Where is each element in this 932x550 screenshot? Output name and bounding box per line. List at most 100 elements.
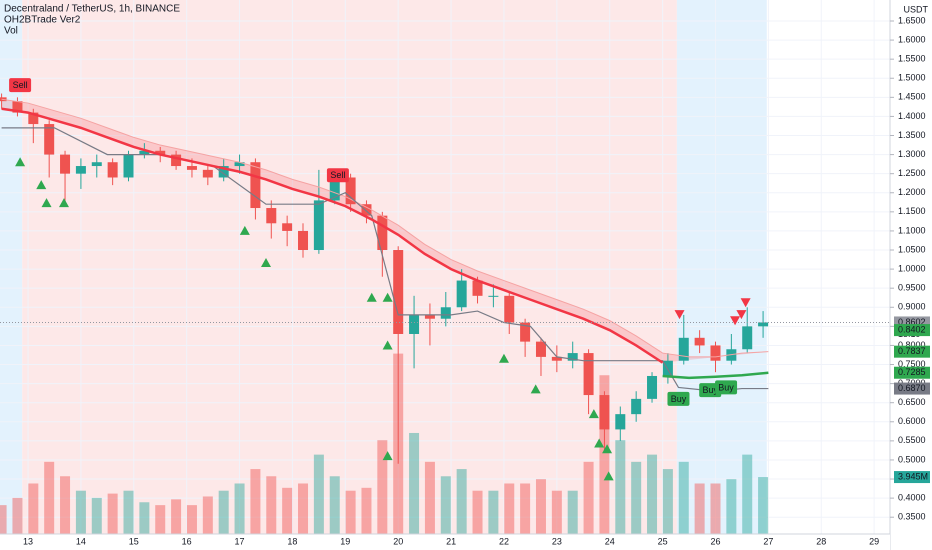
- y-tick-label: 1.1000: [898, 225, 926, 235]
- y-tick-label: 1.1500: [898, 206, 926, 216]
- y-tick-label: 1.2000: [898, 187, 926, 197]
- candle-body: [488, 295, 499, 297]
- candle-body: [91, 162, 102, 167]
- volume-bar: [60, 476, 71, 534]
- y-tick-label: 1.6000: [898, 34, 926, 44]
- volume-badge-label: 3.945M: [898, 471, 928, 481]
- volume-bar: [155, 505, 166, 534]
- candle-body: [155, 150, 166, 155]
- y-tick-label: 1.5000: [898, 73, 926, 83]
- signal-label: Buy: [718, 382, 734, 392]
- candle-body: [75, 166, 86, 174]
- x-tick-label: 28: [816, 536, 826, 546]
- sell-triangle: [736, 310, 747, 320]
- candle-body: [44, 124, 55, 155]
- price-badge: [894, 366, 930, 379]
- candle-body: [424, 314, 435, 319]
- buy-triangle: [498, 353, 509, 363]
- buy-triangle: [36, 180, 47, 190]
- volume-bar: [377, 440, 388, 534]
- sell-triangle: [674, 310, 685, 320]
- volume-bar: [218, 490, 229, 534]
- volume-bar: [329, 476, 340, 534]
- x-tick-label: 15: [129, 536, 139, 546]
- volume-bar: [710, 483, 721, 534]
- x-tick-label: 29: [869, 536, 879, 546]
- currency: USDT: [904, 4, 929, 14]
- y-tick-label: 1.4000: [898, 111, 926, 121]
- price-badge-label: 0.8602: [898, 317, 926, 327]
- volume-bar: [440, 476, 451, 534]
- signal-label: Buy: [671, 394, 687, 404]
- signal-zone: [22, 0, 677, 534]
- x-tick-label: 21: [446, 536, 456, 546]
- signal-label-box: [667, 391, 690, 406]
- x-tick-label: 17: [235, 536, 245, 546]
- candle-body: [171, 154, 182, 167]
- x-tick-label: 14: [76, 536, 86, 546]
- volume-bar: [742, 454, 753, 534]
- buy-triangle: [382, 340, 393, 350]
- candle-body: [234, 162, 245, 167]
- x-tick-label: 23: [552, 536, 562, 546]
- price-badge-label: 0.6870: [898, 383, 926, 393]
- y-tick-label: 0.4000: [898, 492, 926, 502]
- volume-bar: [726, 479, 737, 534]
- axes: 1.6500 1.6000 1.5500 1.5000 1.4500 1.4000 1.35…: [23, 15, 930, 546]
- sell-triangle: [730, 316, 741, 326]
- y-tick-label: 1.6500: [898, 15, 926, 25]
- candle-body: [662, 360, 673, 376]
- volume-bar: [313, 454, 324, 534]
- candle-body: [758, 322, 769, 327]
- x-tick-label: 24: [605, 536, 615, 546]
- candle-body: [440, 307, 451, 319]
- candle-body: [567, 353, 578, 361]
- volume-bar: [345, 490, 356, 534]
- x-tick-label: 26: [710, 536, 720, 546]
- buy-triangle: [41, 198, 52, 208]
- candle-body: [60, 154, 71, 174]
- x-tick-label: 22: [499, 536, 509, 546]
- volume-bar: [662, 469, 673, 534]
- buy-triangle: [366, 292, 377, 302]
- candle-body: [250, 162, 261, 209]
- buy-triangle: [260, 257, 271, 267]
- y-tick-label: 0.7500: [898, 359, 926, 369]
- volume-bar: [107, 493, 118, 534]
- volume-bar: [758, 477, 769, 534]
- volume-bar: [282, 487, 293, 534]
- candle-body: [298, 230, 309, 251]
- signal-label-box: [9, 78, 32, 93]
- signal-zone: [676, 0, 767, 534]
- price-badge: [894, 324, 930, 337]
- volume-bar: [139, 502, 150, 534]
- candle-body: [266, 208, 277, 224]
- candle-body: [535, 341, 546, 357]
- price-axis: [890, 0, 932, 550]
- y-tick-label: 0.6000: [898, 416, 926, 426]
- volume-bar: [424, 461, 435, 534]
- x-tick-label: 16: [182, 536, 192, 546]
- candle-body: [393, 250, 404, 334]
- indicator-name: Vol: [4, 26, 18, 37]
- volume-bar: [551, 490, 562, 534]
- candle-body: [377, 215, 388, 251]
- price-badge-label: 0.7285: [898, 367, 926, 377]
- time-axis: [0, 534, 890, 550]
- candle-body: [282, 223, 293, 231]
- volume-bar: [409, 432, 420, 534]
- volume-bar: [266, 476, 277, 534]
- volume-bar: [298, 483, 309, 534]
- price-badge: [894, 382, 930, 395]
- volume-bar: [75, 490, 86, 534]
- signal-label: Sell: [330, 170, 345, 180]
- volume-bar: [520, 483, 531, 534]
- y-tick-label: 1.0500: [898, 244, 926, 254]
- volume-bar: [567, 490, 578, 534]
- candle-body: [456, 280, 467, 308]
- y-tick-label: 1.5500: [898, 54, 926, 64]
- signal-label: Buy: [702, 385, 718, 395]
- volume-bar: [0, 505, 7, 534]
- candle-body: [599, 395, 610, 430]
